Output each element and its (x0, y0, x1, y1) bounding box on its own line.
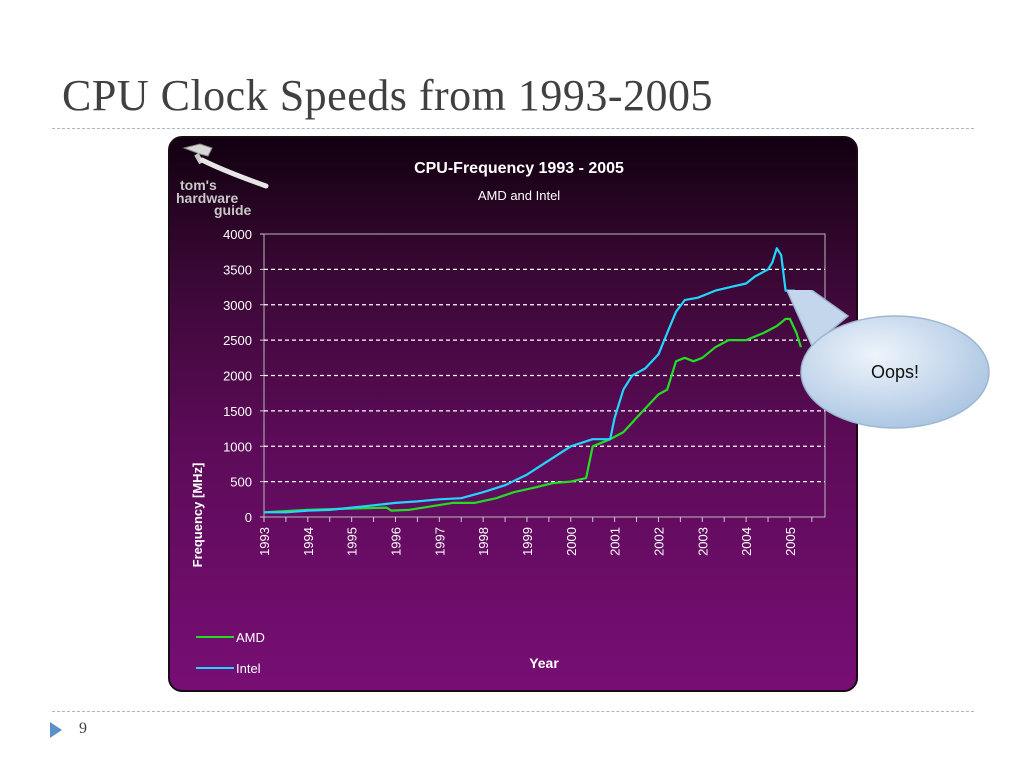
x-tick-label: 2002 (651, 527, 666, 556)
callout-text: Oops! (871, 362, 919, 382)
footer-divider (52, 711, 974, 712)
x-tick-label: 1999 (520, 527, 535, 556)
chart-subtitle: AMD and Intel (478, 188, 560, 203)
x-tick-label: 2004 (739, 527, 754, 556)
legend: AMD Intel (196, 630, 265, 676)
y-tick-label: 500 (230, 475, 252, 490)
y-ticks: 0 500 1000 1500 2000 2500 3000 3500 4000 (223, 227, 264, 525)
legend-label-intel: Intel (236, 661, 261, 676)
page-marker-icon (50, 722, 62, 738)
y-tick-label: 3000 (223, 298, 252, 313)
y-tick-label: 1500 (223, 404, 252, 419)
page-number: 9 (79, 720, 87, 737)
logo-line2: hardware (176, 190, 238, 206)
y-tick-label: 3500 (223, 262, 252, 277)
x-ticks: 1993 1994 1995 1996 1997 1998 1999 2000 2001 2002… (257, 517, 813, 556)
chart-panel: tom's hardware guide CPU-Frequency 1993 … (168, 136, 858, 692)
series-line-amd (263, 317, 802, 514)
chart-title: CPU-Frequency 1993 - 2005 (414, 160, 624, 177)
y-tick-label: 0 (245, 510, 252, 525)
oops-callout: Oops! (785, 290, 990, 429)
logo-line3: guide (214, 202, 252, 218)
x-tick-label: 1998 (476, 527, 491, 556)
x-tick-label: 2000 (564, 527, 579, 556)
x-tick-label: 2005 (783, 527, 798, 556)
y-axis-label: Frequency [MHz] (190, 463, 205, 568)
series-lines (263, 247, 802, 514)
hardware-guide-logo: tom's hardware guide (176, 143, 269, 218)
y-tick-label: 4000 (223, 227, 252, 242)
grid-lines (264, 268, 825, 483)
legend-label-amd: AMD (236, 630, 265, 645)
logo-line1: tom's (180, 177, 217, 193)
x-tick-label: 1996 (388, 527, 403, 556)
x-tick-label: 1997 (432, 527, 447, 556)
x-tick-label: 1994 (301, 527, 316, 556)
x-tick-label: 2001 (608, 527, 623, 556)
x-tick-label: 2003 (695, 527, 710, 556)
series-line-intel (264, 247, 802, 514)
y-tick-label: 2500 (223, 333, 252, 348)
y-tick-label: 2000 (223, 369, 252, 384)
title-divider (52, 128, 974, 129)
x-tick-label: 1995 (345, 527, 360, 556)
chart-svg: tom's hardware guide CPU-Frequency 1993 … (176, 143, 826, 676)
y-tick-label: 1000 (223, 439, 252, 454)
callout-bubble (800, 315, 990, 429)
slide-title: CPU Clock Speeds from 1993-2005 (62, 71, 714, 120)
x-tick-label: 1993 (257, 527, 272, 556)
hammer-icon (182, 143, 269, 189)
x-axis-label: Year (529, 655, 559, 671)
